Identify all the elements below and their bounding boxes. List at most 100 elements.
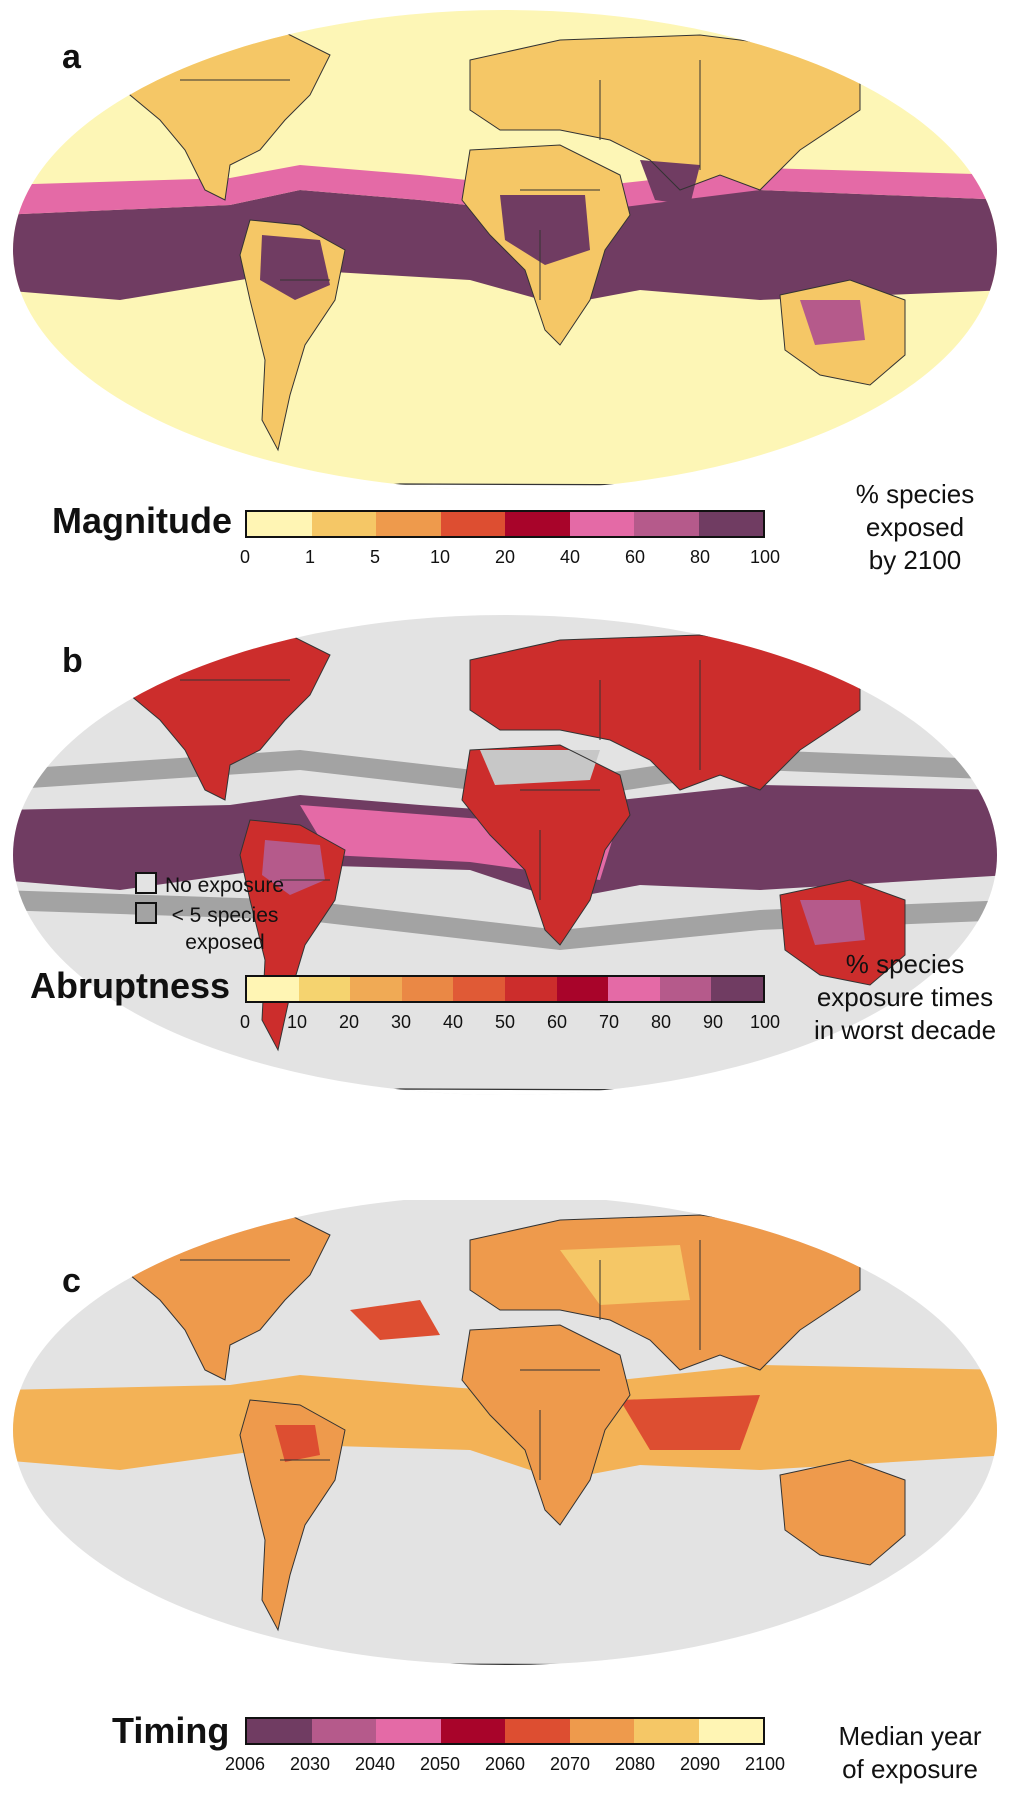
colorbar-tick-label: 60 [624,547,646,567]
colorbar-tick-label: 50 [494,1012,516,1032]
legend-unit-note: % species exposed by 2100 [855,479,975,575]
colorbar-segment [376,1719,441,1743]
legend-title: Timing [112,1710,230,1751]
sahara-no-exposure [480,750,600,785]
key-no-exposure: No exposure [135,872,285,899]
colorbar-tick-label: 80 [689,547,711,567]
colorbar-tick-label: 2050 [419,1754,461,1774]
panel-letter-b: b [62,642,83,680]
eurasia [470,635,860,790]
colorbar-tick-label: 10 [286,1012,308,1032]
colorbar-tick-label: 2040 [354,1754,396,1774]
colorbar-tick-label: 20 [338,1012,360,1032]
south-america [240,1400,345,1630]
colorbar-segment [504,977,557,1001]
colorbar-tick-label: 80 [650,1012,672,1032]
map-layer [13,10,997,490]
colorbar-segment [350,977,402,1001]
colorbar-segment [247,512,312,536]
colorbar-segment [247,977,299,1001]
map-key: No exposure < 5 species exposed [135,872,285,959]
panel-letter-c: c [62,1262,81,1300]
australia [780,1460,905,1565]
hotspot-central-africa [500,195,590,265]
colorbar-segment [711,977,763,1001]
colorbar-segment [608,977,660,1001]
legend-unit-note: Median year of exposure [838,1721,982,1784]
legend-unit-note: % species exposure times in worst decade [813,949,997,1045]
colorbar-segment [569,512,634,536]
hotspot-south-asia [640,160,700,205]
ocean-hotspot-atlantic [350,1300,440,1340]
map-layer [13,1200,997,1665]
map-layer [13,615,997,1095]
colorbar-segment [505,1719,570,1743]
colorbar-tick-label: 30 [390,1012,412,1032]
hotspot-australia [800,300,865,345]
antarctica [229,1663,781,1665]
colorbar-tick-label: 5 [369,547,381,567]
colorbar-tick-label: 2100 [744,1754,786,1774]
colorbar-segment [298,977,351,1001]
colorbar-segment [453,977,505,1001]
colorbar [245,975,765,1003]
colorbar-segment [698,512,763,536]
colorbar-tick-label: 2060 [484,1754,526,1774]
colorbar-tick-label: 20 [494,547,516,567]
colorbar [245,510,765,538]
colorbar-ticks: 0 1 5 10 20 40 60 80 100 [240,547,780,571]
panel-letter: a [62,38,81,76]
world-map-timing [13,1200,997,1665]
colorbar-segment [440,512,505,536]
colorbar-tick-label: 2030 [289,1754,331,1774]
antarctica [229,483,781,490]
colorbar-tick-label: 0 [239,547,251,567]
key-swatch [135,902,157,924]
legend-title: Magnitude [52,500,232,541]
colorbar-segment [440,1719,505,1743]
colorbar-tick-label: 40 [559,547,581,567]
colorbar-segment [311,1719,376,1743]
colorbar-segment [569,1719,634,1743]
colorbar-tick-label: 100 [749,547,781,567]
colorbar-segment [401,977,454,1001]
country-borders [109,1209,906,1632]
hotspot-amazon [262,840,325,895]
africa [462,1325,630,1525]
colorbar-tick-label: 1 [304,547,316,567]
africa [462,745,630,945]
key-low-exposure: < 5 species exposed [135,902,285,956]
country-borders [109,629,906,1052]
panel-abruptness: No exposure < 5 species exposed Abruptne… [0,600,1010,1200]
hotspot-australia [800,900,865,945]
antarctica [229,1088,781,1095]
colorbar-ticks: 0 10 20 30 40 50 60 70 80 90 100 [240,1012,780,1036]
colorbar-tick-label: 2090 [679,1754,721,1774]
colorbar-tick-label: 90 [702,1012,724,1032]
legend-title: Abruptness [30,965,231,1006]
colorbar-tick-label: 2006 [224,1754,266,1774]
panel-magnitude: a Magnitude 0 1 5 10 20 40 60 80 100 % species e… [0,0,1010,600]
colorbar-segment [659,977,712,1001]
colorbar-segment [634,512,699,536]
colorbar-tick-label: 100 [749,1012,781,1032]
colorbar-tick-label: 10 [429,547,451,567]
world-map-abruptness [13,615,997,1095]
colorbar-ticks: 2006 2030 2040 2050 2060 2070 2080 2090 2100 [225,1754,785,1778]
world-map-magnitude [13,10,997,490]
country-borders [109,29,906,452]
ocean-hotspot-indian [620,1395,760,1450]
key-swatch [135,872,157,894]
hotspot-amazon [260,235,330,300]
colorbar-tick-label: 2070 [549,1754,591,1774]
colorbar-segment [698,1719,763,1743]
warm-land-eurasia [560,1245,690,1305]
colorbar-segment [376,512,441,536]
colorbar-tick-label: 40 [442,1012,464,1032]
colorbar-tick-label: 2080 [614,1754,656,1774]
colorbar-tick-label: 70 [598,1012,620,1032]
panel-timing: Timing 2006 2030 2040 2050 2060 2070 2080 2090 2… [0,1200,1010,1800]
hotspot-amazon [275,1425,320,1462]
colorbar-tick-label: 60 [546,1012,568,1032]
colorbar-segment [505,512,570,536]
